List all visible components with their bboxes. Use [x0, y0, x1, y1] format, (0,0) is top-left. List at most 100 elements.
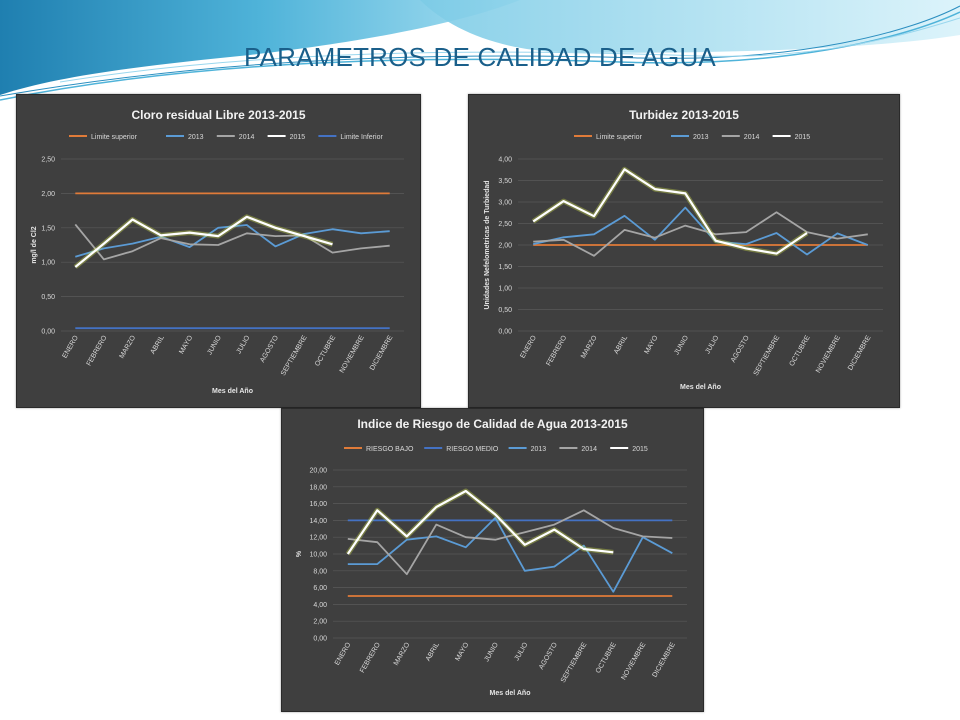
turbidez-legend-label-0: Limite superior: [596, 134, 643, 141]
irca-series-line-2015: [346, 489, 614, 555]
turbidez-x-tick-label: NOVIEMBRE: [815, 334, 842, 374]
header-wave-line-2: [0, 5, 960, 97]
irca-y-tick-label: 14,00: [309, 518, 327, 525]
turbidez-legend-label-3: 2015: [795, 134, 811, 141]
irca-x-tick-label: SEPTIEMBRE: [560, 641, 589, 684]
cloro-x-tick-label: JUNIO: [206, 334, 223, 356]
cloro-series-line-2014: [74, 223, 390, 261]
turbidez-series-halo-3: [531, 166, 809, 257]
turbidez-y-tick-label: 3,00: [498, 200, 512, 207]
irca-y-tick-label: 8,00: [313, 568, 327, 575]
irca-y-tick-label: 6,00: [313, 585, 327, 592]
cloro-x-tick-label: ABRIL: [150, 334, 166, 355]
turbidez-x-tick-label: JULIO: [704, 334, 720, 355]
turbidez-chart-title: Turbidez 2013-2015: [629, 108, 739, 122]
turbidez-x-tick-label: FEBRERO: [545, 334, 568, 367]
turbidez-y-tick-label: 0,50: [498, 307, 512, 314]
header-wave-light: [420, 0, 960, 53]
cloro-chart-title: Cloro residual Libre 2013-2015: [131, 108, 305, 122]
irca-legend-label-4: 2015: [632, 446, 648, 453]
irca-x-tick-label: MAYO: [454, 641, 470, 662]
cloro-x-axis-title: Mes del Año: [212, 388, 253, 395]
turbidez-legend-label-2: 2014: [744, 134, 760, 141]
irca-y-axis-title: %: [296, 550, 303, 557]
turbidez-x-tick-label: MAYO: [643, 334, 659, 355]
cloro-y-tick-label: 0,50: [41, 294, 55, 301]
irca-y-tick-label: 18,00: [309, 484, 327, 491]
irca-series-line-2014: [347, 509, 673, 576]
irca-y-tick-label: 0,00: [313, 636, 327, 643]
cloro-x-tick-label: AGOSTO: [259, 334, 280, 364]
cloro-x-tick-label: SEPTIEMBRE: [280, 334, 309, 377]
turbidez-x-tick-label: JUNIO: [673, 334, 690, 356]
irca-x-tick-label: JUNIO: [483, 641, 500, 663]
turbidez-series-line-2014: [533, 211, 868, 257]
turbidez-y-tick-label: 1,50: [498, 264, 512, 271]
irca-series-halo-4: [345, 488, 614, 556]
cloro-legend-label-0: Limite superior: [91, 134, 138, 141]
cloro-x-tick-label: OCTUBRE: [314, 334, 337, 367]
irca-chart-title: Indice de Riesgo de Calidad de Agua 2013…: [357, 417, 628, 431]
cloro-x-tick-label: MAYO: [178, 334, 194, 355]
irca-x-tick-label: AGOSTO: [538, 641, 559, 671]
irca-x-tick-label: ABRIL: [425, 641, 441, 662]
cloro-x-tick-label: NOVIEMBRE: [339, 334, 366, 374]
turbidez-y-tick-label: 0,00: [498, 329, 512, 336]
turbidez-x-tick-label: ABRIL: [613, 334, 629, 355]
irca-x-tick-label: JULIO: [513, 641, 529, 662]
chart-turbidez: Turbidez 2013-2015 Limite superior 2013 201…: [468, 94, 900, 408]
cloro-series-line-2015: [74, 215, 333, 268]
irca-legend-label-0: RIESGO BAJO: [366, 446, 414, 453]
irca-y-tick-label: 20,00: [309, 468, 327, 475]
chart-cloro-svg: Cloro residual Libre 2013-2015 Limite sup…: [31, 108, 404, 395]
irca-legend-label-1: RIESGO MEDIO: [446, 446, 499, 453]
irca-x-tick-label: FEBRERO: [359, 641, 382, 674]
cloro-legend-label-1: 2013: [188, 134, 204, 141]
turbidez-y-tick-label: 2,50: [498, 221, 512, 228]
irca-x-tick-label: DICIEMBRE: [651, 641, 677, 678]
cloro-x-tick-label: JULIO: [236, 334, 252, 355]
irca-x-tick-label: MARZO: [393, 641, 412, 667]
irca-legend-label-2: 2013: [531, 446, 547, 453]
cloro-y-tick-label: 0,00: [41, 329, 55, 336]
cloro-legend-label-3: 2015: [290, 134, 306, 141]
turbidez-x-tick-label: MARZO: [580, 334, 599, 360]
turbidez-y-tick-label: 4,00: [498, 157, 512, 164]
irca-y-tick-label: 12,00: [309, 535, 327, 542]
cloro-y-tick-label: 1,50: [41, 225, 55, 232]
turbidez-y-tick-label: 3,50: [498, 178, 512, 185]
cloro-series-halo-3: [73, 214, 334, 269]
irca-y-tick-label: 2,00: [313, 619, 327, 626]
turbidez-series-line-2015: [532, 168, 808, 255]
irca-series-line-2013: [347, 517, 673, 593]
irca-y-tick-label: 16,00: [309, 501, 327, 508]
turbidez-x-tick-label: SEPTIEMBRE: [753, 334, 782, 377]
irca-y-tick-label: 10,00: [309, 552, 327, 559]
turbidez-x-tick-label: OCTUBRE: [789, 334, 812, 367]
cloro-x-tick-label: FEBRERO: [86, 334, 109, 367]
cloro-y-tick-label: 2,00: [41, 191, 55, 198]
header-wave-dark: [0, 0, 520, 95]
irca-x-tick-label: NOVIEMBRE: [620, 641, 647, 681]
irca-legend-label-3: 2014: [581, 446, 597, 453]
turbidez-legend-label-1: 2013: [693, 134, 709, 141]
irca-x-tick-label: ENERO: [334, 641, 353, 667]
turbidez-y-tick-label: 2,00: [498, 243, 512, 250]
cloro-legend-label-2: 2014: [239, 134, 255, 141]
cloro-x-tick-label: DICIEMBRE: [369, 334, 395, 371]
turbidez-series-line-2013: [533, 206, 869, 256]
cloro-x-tick-label: MARZO: [118, 334, 137, 360]
chart-irca: Indice de Riesgo de Calidad de Agua 2013…: [281, 408, 704, 712]
irca-y-tick-label: 4,00: [313, 602, 327, 609]
turbidez-y-tick-label: 1,00: [498, 286, 512, 293]
turbidez-x-tick-label: DICIEMBRE: [847, 334, 873, 371]
irca-x-tick-label: OCTUBRE: [595, 641, 618, 674]
turbidez-x-tick-label: ENERO: [519, 334, 538, 360]
cloro-legend-label-4: Limite Inferior: [340, 134, 383, 141]
slide-title: PARAMETROS DE CALIDAD DE AGUA: [244, 42, 716, 72]
turbidez-x-axis-title: Mes del Año: [680, 384, 721, 391]
cloro-y-axis-title: mg/l de Cl2: [31, 226, 38, 263]
irca-x-axis-title: Mes del Año: [490, 690, 531, 697]
chart-cloro: Cloro residual Libre 2013-2015 Limite sup…: [16, 94, 421, 408]
